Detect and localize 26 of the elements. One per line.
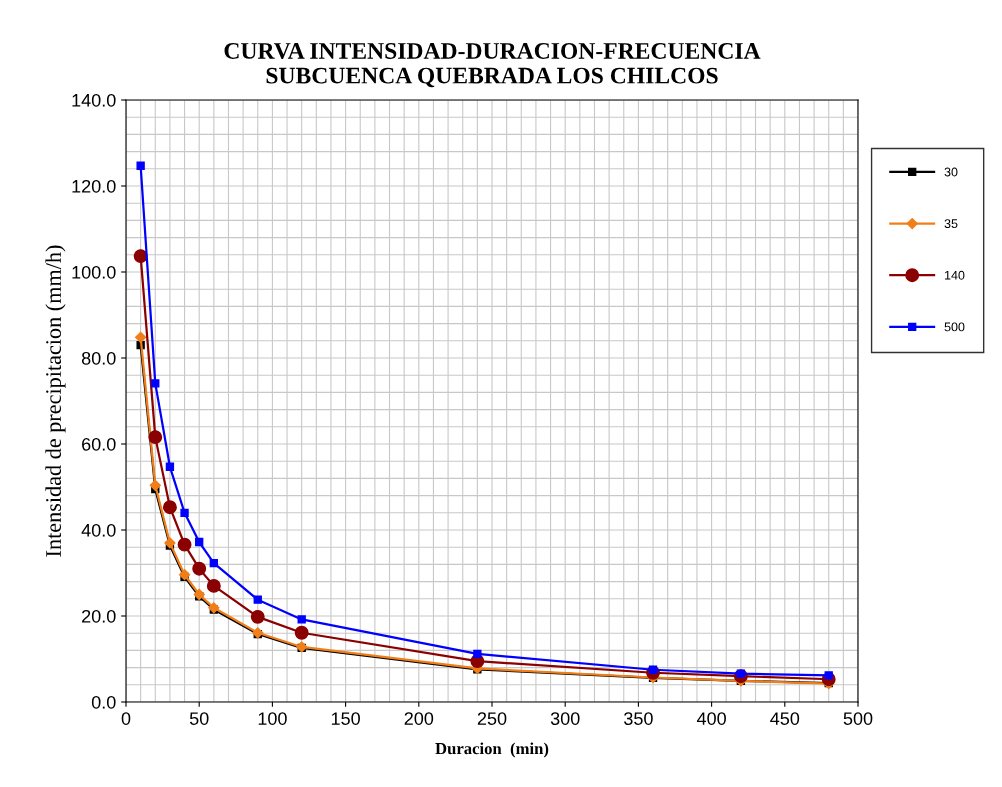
x-tick-label: 50 xyxy=(189,712,209,725)
y-tick-label: 60.0 xyxy=(82,437,116,451)
x-tick-label: 250 xyxy=(477,712,507,725)
y-tick-label: 80.0 xyxy=(81,351,116,365)
x-tick-label: 0 xyxy=(121,712,131,725)
x-tick-label: 400 xyxy=(696,712,726,725)
y-tick-label: 20.0 xyxy=(82,609,116,623)
legend-label: 140 xyxy=(945,270,965,280)
x-tick-label: 100 xyxy=(258,712,287,725)
x-tick-label: 500 xyxy=(843,712,873,725)
x-tick-label: 300 xyxy=(550,712,580,725)
chart-title: CURVA INTENSIDAD-DURACION-FRECUENCIA SUBCUENCA QUEBRADA LOS CHILCOS xyxy=(224,43,761,88)
y-tick-label: 40.0 xyxy=(81,523,116,537)
x-tick-label: 150 xyxy=(331,712,360,725)
y-tick-label: 120.0 xyxy=(72,179,116,193)
y-tick-label: 100.0 xyxy=(72,265,116,279)
y-axis-title: Intensidad de precipitacion (mm/h) xyxy=(45,245,66,557)
x-tick-label: 450 xyxy=(770,712,800,725)
x-axis-title: Duracion (min) xyxy=(435,742,549,758)
legend-label: 500 xyxy=(944,322,965,332)
y-tick-label: 0.0 xyxy=(91,695,116,709)
legend-label: 30 xyxy=(944,167,958,177)
legend-label: 35 xyxy=(944,219,958,229)
y-tick-label: 140.0 xyxy=(72,93,116,107)
x-tick-label: 200 xyxy=(404,712,434,725)
x-tick-label: 350 xyxy=(624,712,653,725)
